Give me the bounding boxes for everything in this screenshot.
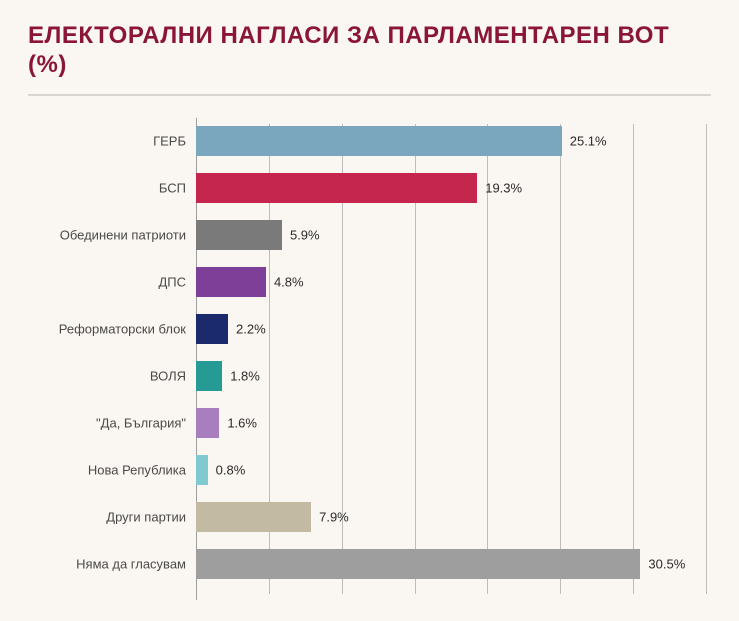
bar-label: ДПС bbox=[46, 274, 186, 289]
bar bbox=[196, 126, 562, 156]
bar-label: Нова Република bbox=[46, 462, 186, 477]
bar bbox=[196, 361, 222, 391]
bar-value: 30.5% bbox=[648, 556, 685, 571]
title-rule bbox=[28, 94, 711, 96]
bar-row: БСП 19.3% bbox=[46, 171, 711, 205]
bar-value: 1.6% bbox=[227, 415, 257, 430]
plot-area: ГЕРБ25.1%БСП19.3%Обединени патриоти5.9%Д… bbox=[196, 124, 711, 594]
bar-value: 4.8% bbox=[274, 274, 304, 289]
bar-label: ВОЛЯ bbox=[46, 368, 186, 383]
bar-row: Няма да гласувам 30.5% bbox=[46, 547, 711, 581]
bar-value: 0.8% bbox=[216, 462, 246, 477]
bar-value: 1.8% bbox=[230, 368, 260, 383]
bar bbox=[196, 408, 219, 438]
bar-chart: ГЕРБ 25.1% БСП 19.3% Обединени патриоти 5.9% Д… bbox=[46, 124, 711, 594]
bar-row: ВОЛЯ 1.8% bbox=[46, 359, 711, 393]
bar bbox=[196, 502, 311, 532]
bar bbox=[196, 549, 640, 579]
bar-value: 19.3% bbox=[485, 180, 522, 195]
bar-row: Други партии 7.9% bbox=[46, 500, 711, 534]
bar-row: ДПС 4.8% bbox=[46, 265, 711, 299]
chart-title: ЕЛЕКТОРАЛНИ НАГЛАСИ ЗА ПАРЛАМЕНТАРЕН ВОТ… bbox=[28, 22, 711, 80]
bar bbox=[196, 455, 208, 485]
bar bbox=[196, 267, 266, 297]
bar-label: Няма да гласувам bbox=[46, 556, 186, 571]
bar-value: 5.9% bbox=[290, 227, 320, 242]
bar bbox=[196, 173, 477, 203]
bar-label: Обединени патриоти bbox=[46, 227, 186, 242]
bar-value: 2.2% bbox=[236, 321, 266, 336]
chart-container: ЕЛЕКТОРАЛНИ НАГЛАСИ ЗА ПАРЛАМЕНТАРЕН ВОТ… bbox=[0, 0, 739, 594]
bar-label: БСП bbox=[46, 180, 186, 195]
bar-row: "Да, България" 1.6% bbox=[46, 406, 711, 440]
bar-value: 7.9% bbox=[319, 509, 349, 524]
bar-row: Нова Република 0.8% bbox=[46, 453, 711, 487]
bar-row: ГЕРБ 25.1% bbox=[46, 124, 711, 158]
bar-row: Реформаторски блок 2.2% bbox=[46, 312, 711, 346]
bar-label: Реформаторски блок bbox=[46, 321, 186, 336]
bar-label: "Да, България" bbox=[46, 415, 186, 430]
bar-label: ГЕРБ bbox=[46, 133, 186, 148]
bar-label: Други партии bbox=[46, 509, 186, 524]
bar bbox=[196, 220, 282, 250]
bar-value: 25.1% bbox=[570, 133, 607, 148]
bar-row: Обединени патриоти 5.9% bbox=[46, 218, 711, 252]
bar bbox=[196, 314, 228, 344]
